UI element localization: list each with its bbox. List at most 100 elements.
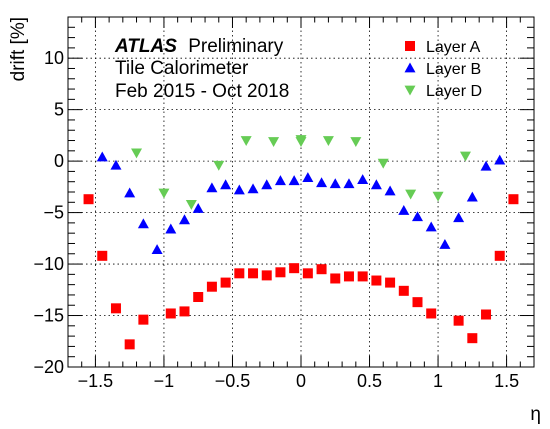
data-point [233, 184, 245, 195]
y-axis-ticks: −20 −15 −10 −5 0 5 10 [33, 16, 534, 377]
data-point [165, 223, 177, 234]
data-point [240, 136, 252, 147]
data-point [439, 239, 451, 249]
x-tick-label: 0.5 [357, 371, 382, 391]
data-point [261, 179, 273, 190]
y-tick-label: −10 [33, 254, 64, 274]
legend-marker [405, 41, 415, 51]
data-point [275, 267, 286, 278]
data-point [508, 194, 519, 205]
data-point [405, 189, 417, 200]
y-tick-label: 0 [54, 151, 64, 171]
data-point [384, 185, 396, 196]
data-point [453, 212, 465, 223]
data-point [343, 271, 354, 282]
data-point [412, 211, 423, 222]
data-point [206, 182, 218, 193]
x-tick-label: 1 [433, 371, 443, 391]
annotation-block: ATLAS Preliminary Tile Calorimeter Feb 2… [114, 36, 289, 102]
annotation-status: Preliminary [188, 36, 284, 57]
data-point [138, 314, 149, 325]
data-point [124, 187, 136, 198]
data-point [425, 221, 437, 232]
legend-label: Layer A [426, 39, 481, 56]
y-tick-label: 5 [54, 100, 64, 120]
data-point [220, 179, 232, 190]
data-point [467, 333, 478, 344]
data-point [329, 178, 341, 189]
x-axis-title: η [530, 404, 541, 425]
data-point [302, 172, 314, 182]
legend-marker [404, 62, 416, 73]
x-tick-label: −0.5 [215, 371, 251, 391]
data-point [459, 151, 471, 162]
data-point [289, 263, 300, 274]
data-point [480, 160, 492, 171]
data-point [83, 194, 94, 205]
data-point [151, 244, 163, 255]
data-point [466, 191, 478, 202]
x-tick-label: 1.5 [494, 371, 519, 391]
legend-label: Layer D [426, 83, 482, 100]
data-point [371, 275, 382, 286]
y-tick-label: −5 [43, 203, 64, 223]
data-point [322, 136, 334, 147]
legend: Layer A Layer B Layer D [404, 39, 482, 100]
data-point [343, 178, 355, 189]
data-point [330, 273, 341, 284]
x-axis-ticks: −1.5 −1 −0.5 0 0.5 1 1.5 [67, 17, 535, 391]
y-tick-label: −20 [33, 357, 64, 377]
data-point [206, 281, 217, 292]
data-point [248, 268, 259, 279]
data-point [268, 137, 280, 148]
experiment-name: ATLAS [114, 36, 177, 57]
series-layer-d [131, 135, 471, 210]
data-point [131, 148, 143, 159]
series-layer-a [83, 194, 519, 350]
data-point [110, 303, 121, 314]
data-point [385, 277, 396, 288]
data-point [481, 309, 492, 320]
data-points [83, 135, 519, 350]
annotation-line-2: Tile Calorimeter [115, 58, 249, 79]
data-point [137, 218, 149, 229]
data-point [357, 174, 369, 185]
data-point [185, 199, 197, 210]
data-point [261, 270, 272, 281]
annotation-line-3: Feb 2015 - Oct 2018 [115, 81, 289, 102]
data-point [426, 308, 437, 319]
x-tick-label: 0 [296, 371, 306, 391]
data-point [158, 188, 170, 199]
data-point [274, 175, 286, 186]
series-layer-b [96, 151, 506, 255]
data-point [97, 250, 108, 261]
data-point [494, 154, 506, 165]
x-tick-label: −1 [154, 371, 175, 391]
data-point [316, 177, 328, 188]
data-point [220, 277, 231, 288]
data-point [302, 268, 313, 279]
data-point [288, 175, 300, 186]
data-point [453, 315, 464, 326]
data-point [234, 268, 245, 279]
x-tick-label: −1.5 [78, 371, 114, 391]
y-axis-title: drift [%] [8, 17, 29, 81]
data-point [192, 202, 204, 213]
data-point [179, 214, 190, 225]
data-point [295, 137, 307, 148]
data-point [377, 158, 389, 169]
data-point [165, 308, 176, 319]
legend-item: Layer D [404, 83, 482, 100]
data-point [110, 159, 122, 170]
data-point [193, 292, 204, 302]
legend-item: Layer B [404, 61, 481, 78]
data-point [398, 205, 410, 215]
data-point [357, 271, 368, 282]
data-point [96, 151, 108, 162]
data-point [350, 137, 362, 148]
data-point [432, 191, 444, 202]
data-point [179, 306, 190, 317]
legend-label: Layer B [426, 61, 481, 78]
legend-item: Layer A [405, 39, 481, 56]
